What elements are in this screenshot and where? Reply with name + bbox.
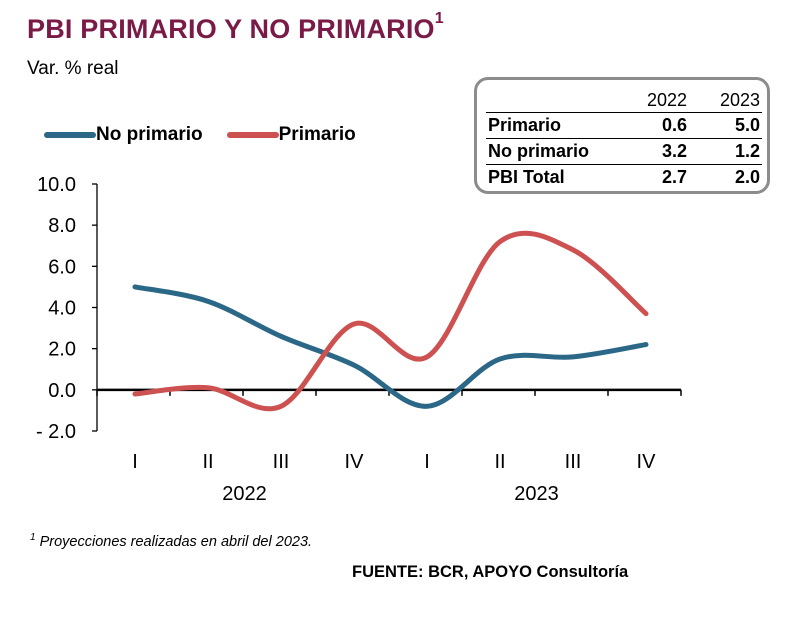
x-tick-label: II (494, 451, 505, 473)
summary-row-primario: Primario 0.6 5.0 (486, 112, 762, 139)
legend: No primario Primario (44, 124, 380, 146)
x-tick-label: IV (345, 451, 365, 473)
y-tick-label: 10.0 (37, 174, 76, 196)
summary-header-2023: 2023 (689, 88, 762, 113)
summary-table-box: 2022 2023 Primario 0.6 5.0 No primario 3… (474, 77, 770, 194)
x-group-label: 2023 (514, 483, 559, 505)
title-footnote-marker: 1 (434, 10, 444, 27)
legend-item-primario: Primario (226, 124, 356, 146)
footnote-marker: 1 (30, 532, 36, 543)
series-line-primario (132, 230, 649, 412)
source-note: FUENTE: BCR, APOYO Consultoría (352, 563, 629, 581)
footnote-text: Proyecciones realizadas en abril del 202… (39, 533, 313, 550)
y-tick-label: - 2.0 (36, 421, 76, 443)
summary-cell: 2.7 (661, 167, 687, 187)
legend-label-no-primario: No primario (96, 124, 203, 145)
summary-cell: 1.2 (689, 138, 762, 165)
summary-header-row: 2022 2023 (486, 88, 762, 113)
summary-header-blank (486, 88, 616, 113)
y-tick-label: 2.0 (48, 339, 76, 361)
legend-label-primario: Primario (278, 124, 356, 145)
summary-row-label: Primario (486, 112, 616, 139)
summary-cell: 0.6 (616, 112, 689, 139)
summary-cell: 2.0 (734, 167, 760, 187)
x-tick-label: III (565, 451, 582, 473)
x-tick-label: I (132, 451, 138, 473)
x-tick-label: IV (637, 451, 657, 473)
summary-row-no-primario: No primario 3.2 1.2 (486, 138, 762, 165)
footnote: 1 Proyecciones realizadas en abril del 2… (30, 532, 312, 550)
x-tick-label: II (202, 451, 213, 473)
legend-item-no-primario: No primario (44, 124, 203, 146)
series-line-no-primario (132, 284, 649, 409)
summary-row-label: No primario (486, 138, 616, 165)
summary-cell: 5.0 (689, 112, 762, 139)
chart-subtitle: Var. % real (27, 58, 119, 79)
x-tick-label: I (424, 451, 430, 473)
legend-swatch-no-primario (44, 132, 96, 138)
x-group-label: 2022 (222, 483, 267, 505)
summary-table: 2022 2023 Primario 0.6 5.0 No primario 3… (486, 88, 762, 190)
summary-cell: 3.2 (616, 138, 689, 165)
x-tick-label: III (273, 451, 290, 473)
legend-swatch-primario (226, 132, 279, 138)
y-tick-label: 6.0 (48, 256, 76, 278)
summary-row-pbi-total: PBI Total 2.7 2.0 (486, 165, 762, 191)
summary-header-2022: 2022 (616, 88, 689, 113)
chart-title: PBI PRIMARIO Y NO PRIMARIO1 (27, 10, 444, 44)
summary-row-label: PBI Total (488, 167, 565, 187)
y-tick-label: 8.0 (48, 215, 76, 237)
y-tick-label: 0.0 (48, 380, 76, 402)
y-tick-label: 4.0 (48, 298, 76, 320)
